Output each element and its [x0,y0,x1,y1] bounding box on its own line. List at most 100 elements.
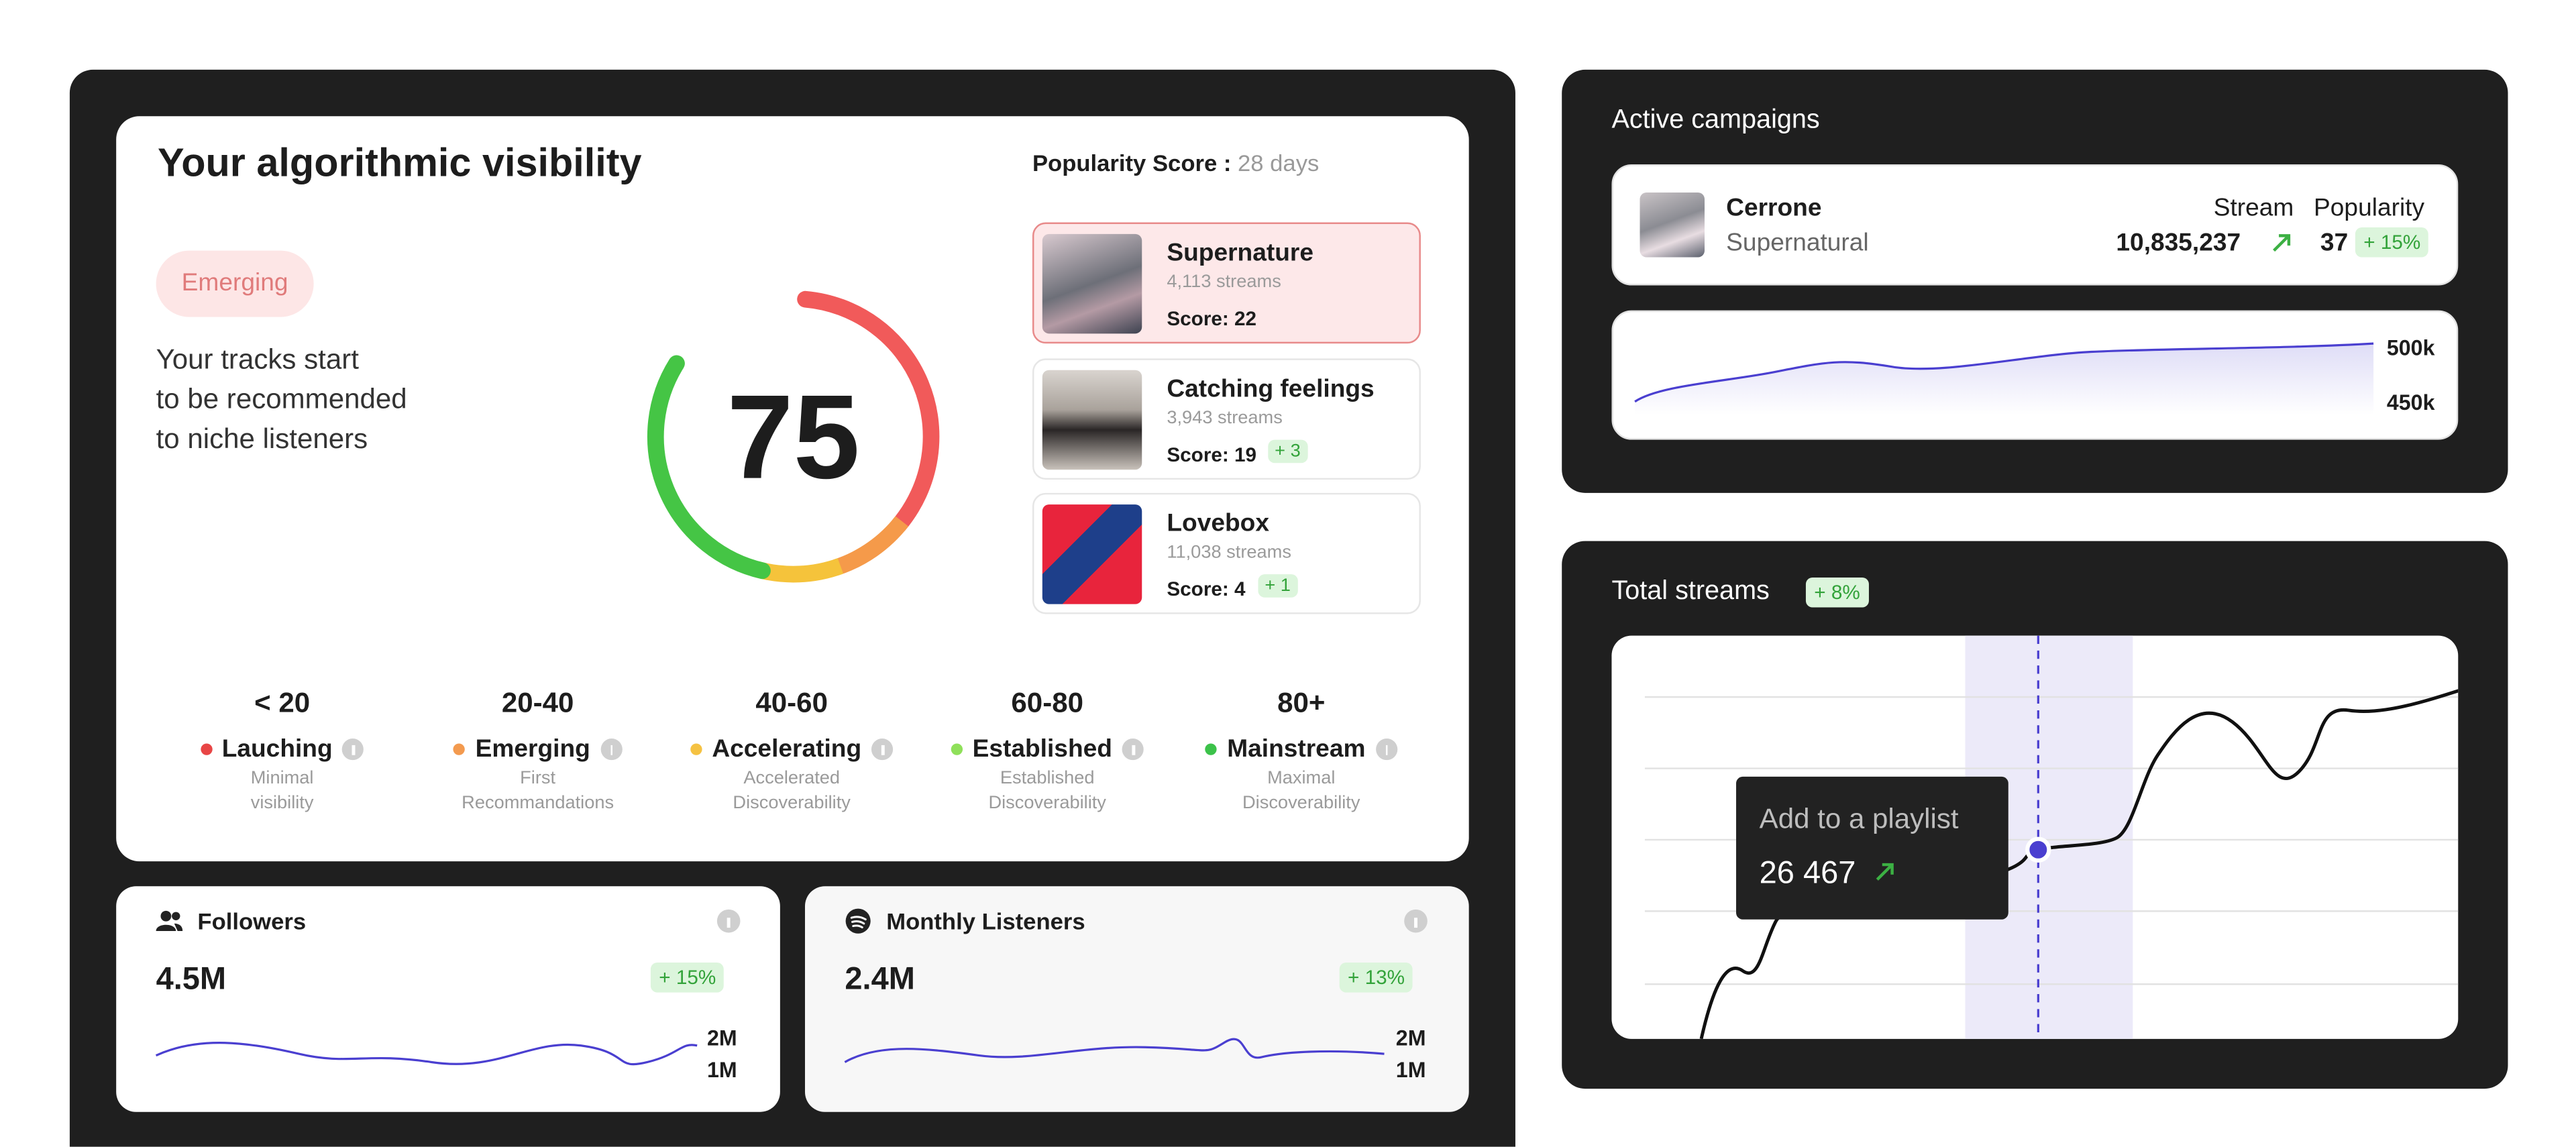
level-row: Accelerating [659,735,924,763]
tooltip-title: Add to a playlist [1759,803,1959,835]
level-description: Minimal [250,768,314,789]
followers-title: Followers [197,908,307,934]
track-change: + 3 [1268,439,1307,463]
level-range: < 20 [254,687,311,719]
description-line: to niche listeners [156,423,368,455]
info-glyph [610,745,613,755]
up-arrow [2273,234,2291,252]
campaign-axis-top: 500k [2386,335,2435,360]
campaigns-title: Active campaigns [1611,106,1820,135]
tooltip-value: 26 467 [1759,856,1856,891]
level-badge: Emerging [156,250,314,317]
track-name: Lovebox [1167,509,1269,538]
track-score: Score: 22 [1167,307,1257,331]
info-icon[interactable] [716,909,741,933]
track-art [1042,233,1142,334]
level-description: Discoverability [1242,793,1360,814]
level-description: First [520,768,556,789]
stream-value: 10,835,237 [2116,229,2241,258]
level-dot [1205,743,1218,755]
level-row: Lauching [150,735,415,763]
followers-sparkline [155,1042,698,1066]
info-icon[interactable] [1375,739,1397,761]
gauge-arc [647,355,771,580]
level-dot [690,743,702,755]
stream-label: Stream [2213,194,2294,223]
streams-change: + 8% [1805,578,1869,608]
level-range: 20-40 [501,687,574,719]
popularity-label: Popularity [2314,194,2425,223]
listeners-title: Monthly Listeners [886,908,1085,934]
level-description: Maximal [1267,768,1336,789]
campaign-sparkline [1634,342,2374,415]
popularity-change: + 15% [2355,227,2429,258]
track-change: + 1 [1258,574,1297,598]
gauge [647,290,940,583]
popularity-period: 28 days [1238,149,1320,176]
info-icon[interactable] [1122,739,1144,761]
streams-title: Total streams [1611,578,1770,606]
tooltip-arrow [1876,863,1894,881]
level-name: Accelerating [712,735,862,764]
score: 75 [727,372,860,505]
followers-axis-top: 2M [707,1026,737,1051]
followers-icon [156,910,183,932]
track-streams: 3,943 streams [1167,408,1283,429]
followers-value: 4.5M [156,963,227,997]
level-description: Discoverability [988,793,1106,814]
track-score: Score: 19 [1167,443,1257,467]
level-range: 80+ [1277,687,1326,719]
info-glyph [727,916,731,927]
listeners-axis-top: 2M [1395,1026,1426,1051]
campaign-axis-bottom: 450k [2386,390,2435,415]
track-name: Supernature [1167,239,1313,268]
level-name: Emerging [475,735,590,764]
level-row: Mainstream [1169,735,1434,763]
level-name: Mainstream [1227,735,1366,764]
track-name: Catching feelings [1167,375,1375,404]
track-streams: 4,113 streams [1167,272,1281,292]
listeners-sparkline [844,1038,1385,1063]
level-description: Recommandations [462,793,614,814]
info-icon[interactable] [1404,909,1428,933]
info-icon[interactable] [871,739,894,761]
track-streams: 11,038 streams [1167,543,1291,563]
campaign-card[interactable] [1611,164,2459,286]
info-icon[interactable] [342,739,364,761]
listeners-axis-bottom: 1M [1395,1057,1426,1083]
level-description: Accelerated [743,768,841,789]
popularity-value: 37 [2320,229,2349,258]
visibility-description: Your tracks start to be recommended to nic… [156,340,407,459]
album-art [1640,193,1705,258]
listeners-value: 2.4M [845,963,915,997]
info-glyph [1414,916,1417,927]
level-name: Established [972,735,1112,764]
listeners-change: + 13% [1339,963,1413,993]
description-line: to be recommended [156,383,407,415]
description-line: Your tracks start [156,343,359,376]
level-range: 60-80 [1011,687,1083,719]
track-art [1042,504,1142,604]
followers-change: + 15% [650,963,724,993]
level-row: Emerging [405,735,671,763]
followers-axis-bottom: 1M [707,1057,737,1083]
level-range: 40-60 [755,687,828,719]
level-description: Established [1000,768,1095,789]
listeners-card [804,886,1469,1112]
info-glyph [1132,745,1135,755]
info-glyph [1385,745,1388,755]
followers-card [116,886,780,1112]
info-icon[interactable] [600,739,622,761]
level-name: Lauching [221,735,333,764]
track-score: Score: 4 [1167,578,1246,601]
gauge-arc [797,290,940,534]
campaign-artist: Cerrone [1726,194,1822,223]
level-dot [453,743,466,755]
level-dot [951,743,963,755]
level-description: Discoverability [733,793,851,814]
track-art [1042,370,1142,470]
level-dot [200,743,212,755]
